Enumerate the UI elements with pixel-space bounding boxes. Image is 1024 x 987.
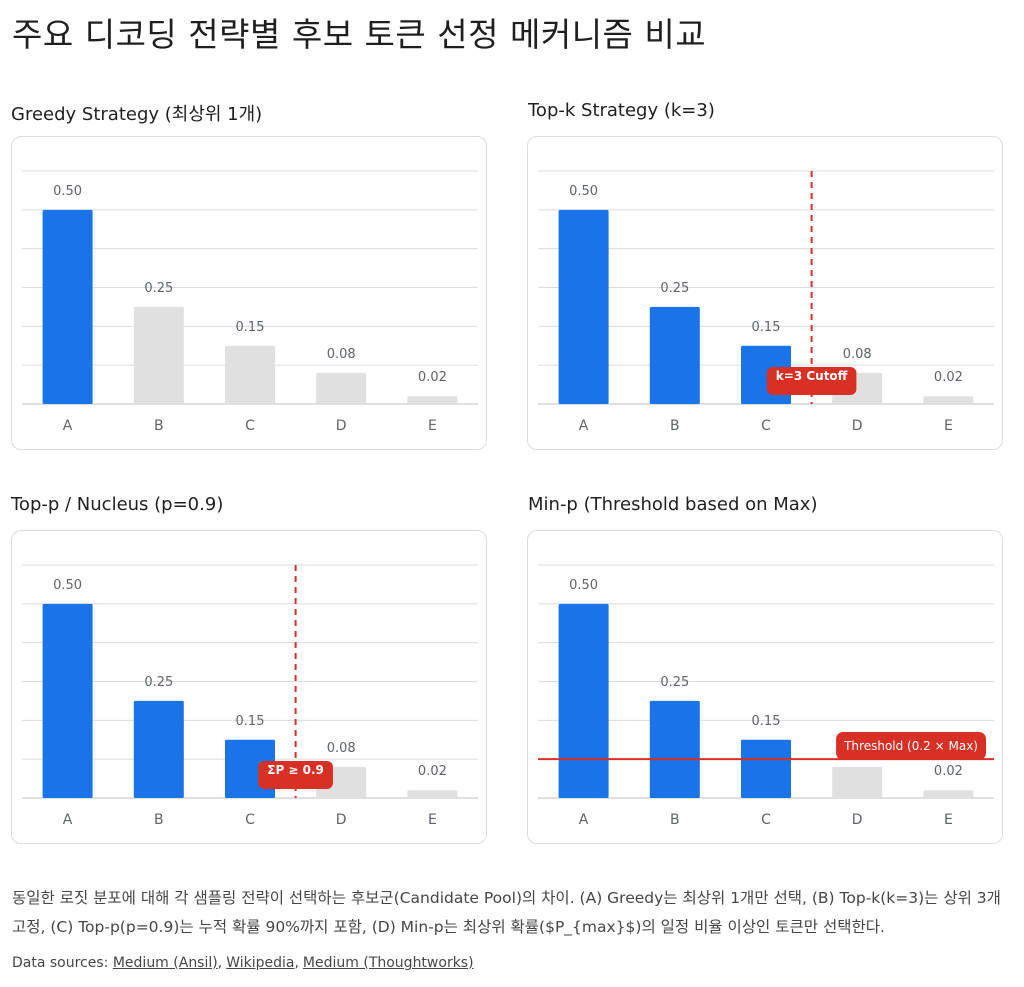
value-label-b: 0.25 [144, 675, 173, 690]
value-label-e: 0.02 [418, 370, 447, 385]
bar-d [316, 372, 367, 404]
chart-topp: 0.50 A 0.25 B 0.15 C 0.08 D 0.02 E ΣP ≥ 0.9 [22, 564, 478, 828]
threshold-label-badge [836, 732, 986, 760]
chart-greedy: 0.50 A 0.25 B 0.15 C 0.08 D 0.02 E [22, 170, 478, 434]
value-label-c: 0.15 [236, 320, 265, 335]
cutoff-label: k=3 Cutoff [776, 369, 848, 383]
category-label-a: A [63, 418, 73, 434]
category-label-c: C [761, 812, 771, 828]
bar-a [558, 209, 609, 404]
value-label-d: 0.08 [327, 347, 356, 362]
category-label-c: C [761, 418, 771, 434]
page-title: 주요 디코딩 전략별 후보 토큰 선정 메커니즘 비교 [12, 15, 707, 54]
category-label-e: E [428, 418, 437, 434]
category-label-d: D [852, 812, 863, 828]
category-label-a: A [579, 812, 589, 828]
bar-b [133, 306, 184, 404]
value-label-d: 0.08 [327, 741, 356, 756]
value-label-c: 0.15 [236, 714, 265, 729]
source-link-wikipedia[interactable]: Wikipedia [226, 955, 295, 971]
bar-b [649, 700, 700, 798]
value-label-e: 0.02 [934, 370, 963, 385]
category-label-e: E [428, 812, 437, 828]
value-label-d: 0.08 [843, 347, 872, 362]
category-label-b: B [670, 812, 680, 828]
chart-title-greedy: Greedy Strategy (최상위 1개) [11, 104, 263, 125]
bar-e [407, 396, 458, 404]
value-label-c: 0.15 [752, 320, 781, 335]
bar-d [832, 766, 883, 798]
bar-e [923, 396, 974, 404]
bar-a [558, 603, 609, 798]
chart-title-topk: Top-k Strategy (k=3) [528, 100, 715, 121]
value-label-c: 0.15 [752, 714, 781, 729]
value-label-a: 0.50 [569, 578, 598, 593]
chart-card-greedy: 0.50 A 0.25 B 0.15 C 0.08 D 0.02 E [11, 136, 487, 450]
cutoff-label-badge [766, 367, 857, 395]
bar-a [42, 603, 93, 798]
chart-topk: 0.50 A 0.25 B 0.15 C 0.08 D 0.02 Ek=3 Cutoff [538, 170, 994, 434]
category-label-c: C [245, 418, 255, 434]
category-label-a: A [63, 812, 73, 828]
bar-a [42, 209, 93, 404]
category-label-d: D [852, 418, 863, 434]
data-sources: Data sources: Medium (Ansil), Wikipedia, M… [12, 955, 474, 971]
source-link-medium-ansil[interactable]: Medium (Ansil) [112, 955, 218, 971]
value-label-e: 0.02 [418, 764, 447, 779]
bar-b [649, 306, 700, 404]
bar-e [923, 790, 974, 798]
chart-title-topp: Top-p / Nucleus (p=0.9) [11, 494, 224, 515]
sources-separator: , [217, 955, 223, 971]
category-label-d: D [336, 418, 347, 434]
bar-e [407, 790, 458, 798]
category-label-d: D [336, 812, 347, 828]
category-label-e: E [944, 812, 953, 828]
category-label-b: B [154, 418, 164, 434]
cutoff-label-badge [258, 761, 333, 789]
sources-label: Data sources: [12, 955, 109, 971]
category-label-c: C [245, 812, 255, 828]
bar-c [225, 345, 275, 404]
bar-b [133, 700, 184, 798]
value-label-e: 0.02 [934, 764, 963, 779]
value-label-b: 0.25 [144, 281, 173, 296]
value-label-a: 0.50 [53, 578, 82, 593]
threshold-label: Threshold (0.2 × Max) [843, 739, 978, 753]
value-label-a: 0.50 [53, 184, 82, 199]
bar-c [741, 739, 791, 798]
source-link-medium-thoughtworks[interactable]: Medium (Thoughtworks) [302, 955, 474, 971]
category-label-e: E [944, 418, 953, 434]
category-label-a: A [579, 418, 589, 434]
value-label-a: 0.50 [569, 184, 598, 199]
figure-caption: 동일한 로짓 분포에 대해 각 샘플링 전략이 선택하는 후보군(Candida… [12, 889, 1001, 936]
category-label-b: B [154, 812, 164, 828]
category-label-b: B [670, 418, 680, 434]
cutoff-label: ΣP ≥ 0.9 [267, 763, 324, 777]
sources-separator: , [294, 955, 299, 971]
value-label-b: 0.25 [660, 281, 689, 296]
chart-card-topp: 0.50 A 0.25 B 0.15 C 0.08 D 0.02 E ΣP ≥ 0.9 [11, 530, 487, 844]
chart-title-minp: Min-p (Threshold based on Max) [528, 494, 818, 515]
value-label-b: 0.25 [660, 675, 689, 690]
